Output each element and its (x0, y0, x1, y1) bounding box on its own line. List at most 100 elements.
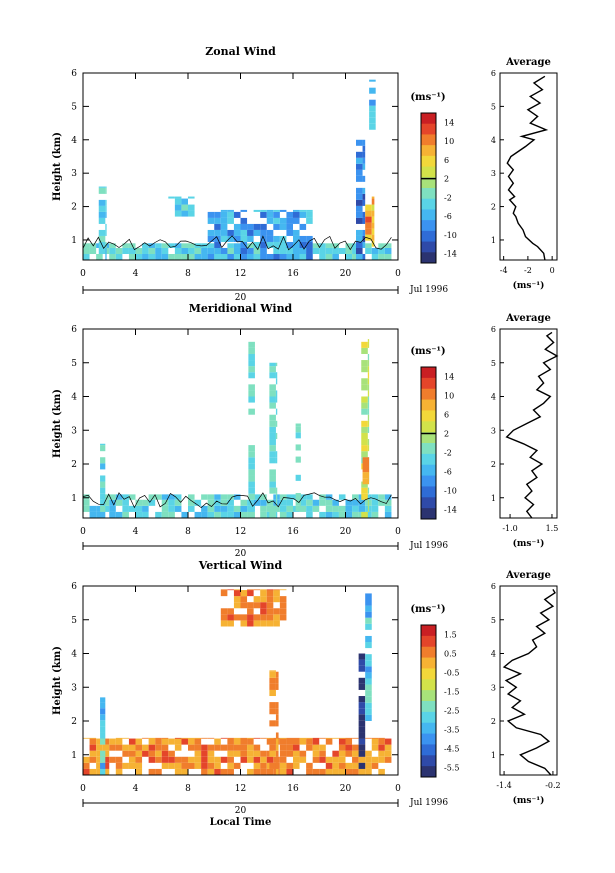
heatmap-cell (325, 505, 333, 512)
heatmap-cell (122, 243, 129, 248)
profile-frame (499, 585, 558, 776)
heatmap-cell (361, 420, 368, 427)
heatmap-cell (279, 209, 287, 212)
heatmap-cell (319, 768, 326, 775)
colorbar-swatch (421, 475, 436, 487)
colorbar-tick-label: 6 (444, 411, 449, 420)
heatmap-cell (332, 253, 339, 260)
heatmap-cell (338, 768, 346, 775)
heatmap-cell (253, 589, 261, 591)
y-tick-label: 4 (71, 136, 77, 146)
heatmap-cell (207, 737, 215, 739)
heatmap-cell (240, 223, 248, 230)
heatmap-cell (273, 614, 280, 621)
heatmap-cell (293, 241, 300, 248)
heatmap-cell (332, 499, 339, 506)
colorbar-swatch (421, 679, 436, 691)
heatmap-cell (174, 738, 182, 745)
heatmap-cell (299, 499, 307, 506)
heatmap-cell (378, 768, 385, 775)
heatmap-cell (338, 762, 346, 769)
heatmap-cell (356, 151, 363, 158)
heatmap-cell (100, 463, 106, 470)
heatmap-cell (358, 750, 366, 757)
heatmap-cell (247, 247, 254, 254)
colorbar-swatch (421, 668, 436, 680)
heatmap-cell (365, 672, 372, 679)
heatmap-cell (105, 186, 107, 188)
heatmap-cell (105, 205, 107, 212)
heatmap-cell (365, 678, 372, 685)
x-tick-label: 16 (287, 269, 299, 279)
heatmap-cell (155, 253, 162, 260)
heatmap-cell (361, 384, 368, 391)
heatmap-cell (174, 196, 182, 199)
heatmap-cell (367, 384, 370, 391)
contour-line (82, 235, 392, 251)
heatmap-cell (227, 768, 234, 775)
colorbar-swatch (421, 188, 436, 200)
colorbar-swatch (421, 377, 436, 390)
heatmap-cell (148, 738, 156, 745)
profile-y-tick-label: 2 (491, 203, 496, 212)
colorbar-swatch (421, 646, 436, 659)
heatmap-cell (155, 247, 162, 254)
heatmap-cell (105, 187, 107, 194)
profile-x-label: (ms⁻¹) (513, 795, 545, 806)
heatmap-cell (220, 589, 228, 591)
heatmap-cell (201, 750, 208, 757)
heatmap-cell (100, 499, 106, 506)
x-tick-label: 4 (133, 527, 139, 537)
heatmap-cell (356, 205, 363, 212)
heatmap-cell (286, 223, 293, 230)
heatmap-cell (365, 702, 372, 709)
heatmap-cell (207, 217, 215, 224)
heatmap-cell (233, 494, 241, 500)
heatmap-cell (286, 737, 293, 739)
heatmap-cell (115, 762, 123, 769)
heatmap-cell (279, 235, 287, 242)
heatmap-cell (269, 677, 276, 684)
heatmap-cell (100, 511, 106, 518)
heatmap-cell (194, 762, 202, 769)
heatmap-cell (105, 253, 107, 260)
heatmap-cell (83, 762, 90, 769)
heatmap-cell (275, 744, 279, 751)
heatmap-cell (319, 750, 326, 757)
heatmap-cell (248, 463, 255, 470)
heatmap-cell (115, 756, 123, 763)
heatmap-cell (201, 768, 208, 775)
heatmap-cell (295, 423, 301, 427)
heatmap-cell (105, 229, 107, 236)
heatmap-cell (148, 253, 156, 260)
colorbar-swatch (421, 755, 436, 767)
heatmap-cell (135, 247, 143, 254)
colorbar-swatch (421, 464, 436, 477)
colorbar-swatch (421, 690, 436, 702)
colorbar-swatch (421, 625, 436, 637)
heatmap-cell (356, 253, 363, 260)
colorbar-swatch (421, 744, 436, 756)
heatmap-cell (273, 589, 280, 591)
heatmap-cell (260, 589, 267, 591)
heatmap-cell (367, 366, 370, 373)
heatmap-cell (227, 243, 234, 248)
heatmap-cell (174, 204, 182, 211)
heatmap-cell (269, 670, 276, 672)
heatmap-cell (83, 505, 90, 512)
heatmap-cell (174, 198, 182, 205)
heatmap-cell (89, 505, 97, 512)
heatmap-cell (356, 199, 363, 206)
heatmap-cell (319, 756, 326, 763)
colorbar-tick-label: 10 (444, 392, 454, 401)
heatmap-cell (227, 756, 234, 763)
heatmap-cell (338, 744, 346, 751)
heatmap-cell (269, 426, 276, 433)
heatmap-cell (266, 768, 274, 775)
profile-x-tick-label: -1.4 (496, 781, 511, 790)
heatmap-cell (207, 750, 215, 757)
heatmap-cell (365, 623, 372, 630)
profile-line (506, 75, 549, 261)
heatmap-cell (269, 402, 276, 409)
heatmap-cell (352, 253, 359, 260)
